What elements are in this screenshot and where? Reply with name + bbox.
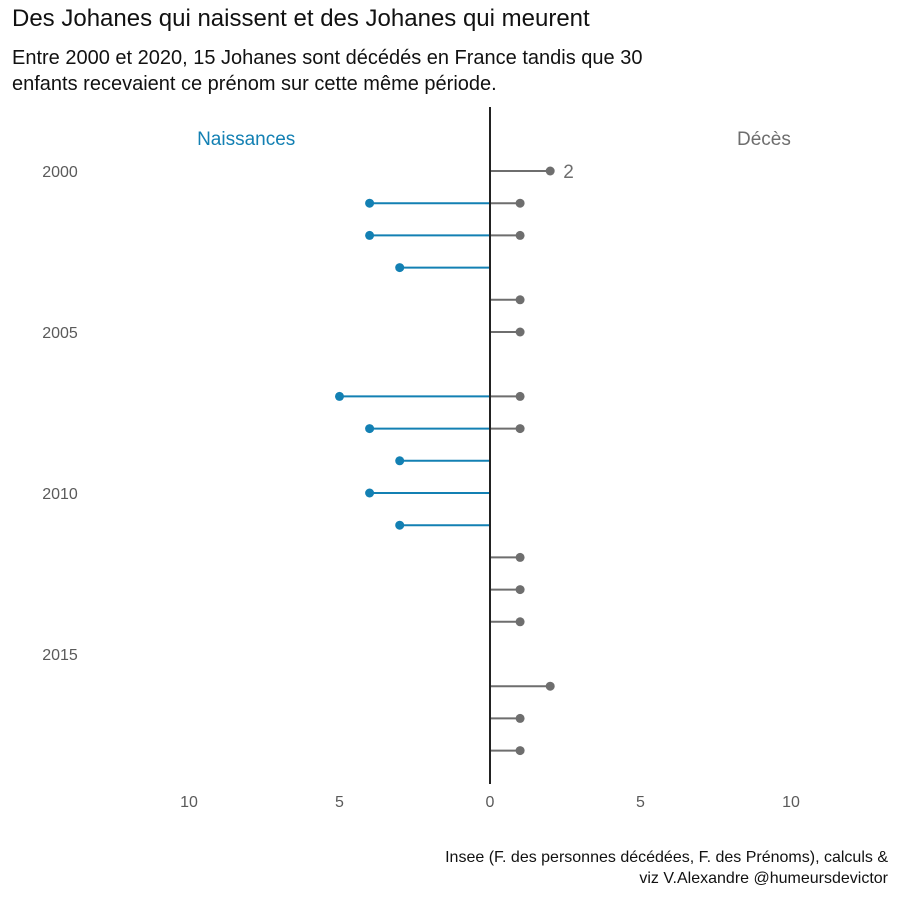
side-label-naissances: Naissances <box>197 129 295 150</box>
y-tick-label-2010: 2010 <box>42 486 78 503</box>
naissances-point-2007 <box>335 391 344 401</box>
naissances-point-2002 <box>365 230 375 240</box>
deces-point-2000 <box>545 166 555 176</box>
naissances-point-2011 <box>395 520 405 530</box>
x-tick-label-4: 10 <box>782 794 800 811</box>
chart-title: Des Johanes qui naissent et des Johanes … <box>12 5 590 32</box>
naissances-point-2009 <box>395 456 405 466</box>
x-tick-label-0: 10 <box>180 794 198 811</box>
deces-point-2013 <box>515 585 525 595</box>
naissances-point-2010 <box>365 488 375 498</box>
caption-line-2: viz V.Alexandre @humeursdevictor <box>639 870 888 887</box>
chart-subtitle: Entre 2000 et 2020, 15 Johanes sont décé… <box>12 45 872 97</box>
deces-point-2005 <box>515 327 525 337</box>
deces-point-2016 <box>545 681 555 691</box>
y-tick-label-2015: 2015 <box>42 647 78 664</box>
deces-point-2002 <box>515 230 525 240</box>
x-tick-label-1: 5 <box>335 794 344 811</box>
data-label-2000: 2 <box>563 162 574 183</box>
y-tick-label-2005: 2005 <box>42 325 78 342</box>
x-tick-label-3: 5 <box>636 794 645 811</box>
deces-point-2017 <box>515 713 525 723</box>
naissances-point-2008 <box>365 424 375 434</box>
deces-point-2004 <box>515 295 525 305</box>
source-caption: Insee (F. des personnes décédées, F. des… <box>445 847 888 889</box>
x-tick-label-2: 0 <box>486 794 495 811</box>
y-tick-label-2000: 2000 <box>42 164 78 181</box>
subtitle-line-2: enfants recevaient ce prénom sur cette m… <box>12 73 497 95</box>
deces-point-2007 <box>515 391 525 401</box>
naissances-point-2001 <box>365 198 375 208</box>
naissances-point-2003 <box>395 263 405 273</box>
deces-point-2001 <box>515 198 525 208</box>
subtitle-line-1: Entre 2000 et 2020, 15 Johanes sont décé… <box>12 47 643 69</box>
deces-point-2008 <box>515 424 525 434</box>
deces-point-2012 <box>515 552 525 562</box>
deces-point-2018 <box>515 746 525 756</box>
caption-line-1: Insee (F. des personnes décédées, F. des… <box>445 849 888 866</box>
deces-point-2014 <box>515 617 525 627</box>
side-label-deces: Décès <box>737 129 791 150</box>
